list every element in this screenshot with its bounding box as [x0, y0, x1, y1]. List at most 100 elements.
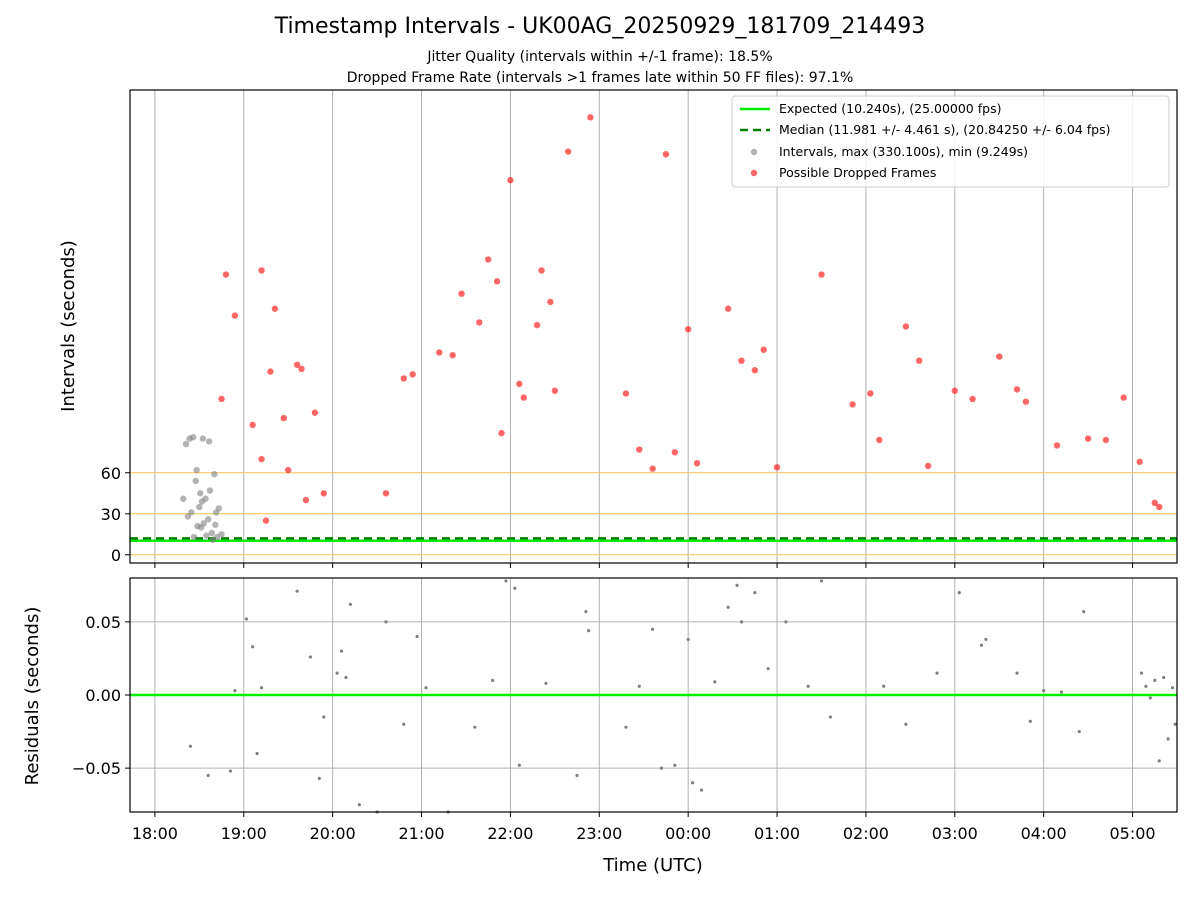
dropped-frame-point: [1084, 435, 1092, 442]
residual-point: [339, 649, 344, 653]
residual-point: [713, 680, 717, 684]
dropped-frame-point: [724, 305, 732, 312]
legend-median-label: Median (11.981 +/- 4.461 s), (20.84250 +…: [779, 122, 1110, 137]
residual-point: [624, 725, 628, 729]
x-tick-label: 05:00: [1110, 824, 1156, 843]
residual-point: [699, 788, 704, 792]
residual-point: [317, 776, 321, 780]
residual-point: [228, 769, 233, 773]
dropped-frame-point: [222, 271, 230, 278]
residual-point: [1082, 610, 1086, 614]
residual-point: [979, 643, 984, 647]
residual-point: [348, 602, 353, 606]
dropped-frame-point: [1102, 436, 1110, 444]
residual-point: [402, 722, 406, 726]
residual-point: [904, 722, 908, 726]
residual-point: [357, 803, 361, 807]
residual-point: [513, 586, 517, 590]
dropped-frame-point: [400, 375, 407, 382]
dropped-frame-point: [818, 271, 825, 278]
residual-point: [335, 671, 339, 675]
residual-point: [1042, 689, 1046, 693]
residual-point: [473, 725, 477, 729]
residual-point: [188, 744, 193, 748]
interval-point: [196, 503, 203, 511]
residual-point: [1157, 759, 1161, 763]
dropped-frame-point: [449, 352, 456, 359]
dropped-frame-point: [636, 446, 643, 453]
dropped-frame-point: [533, 321, 541, 329]
dropped-frame-point: [382, 490, 390, 497]
residual-point: [651, 627, 655, 631]
residual-point: [259, 686, 264, 690]
residual-point: [295, 589, 299, 593]
residual-point: [1015, 671, 1019, 675]
interval-point: [208, 529, 215, 537]
dropped-frame-point: [996, 353, 1003, 360]
interval-point: [180, 495, 187, 502]
residual-point: [384, 620, 388, 624]
dropped-frame-point: [231, 312, 239, 319]
residual-point: [251, 645, 255, 649]
intervals-plot-frame: [129, 89, 1178, 564]
residual-point: [1139, 671, 1144, 675]
dropped-frame-point: [311, 409, 319, 416]
dropped-frame-point: [1151, 499, 1158, 507]
residuals-panel: 18:00 19:00 20:00 21:00 22:00 23:00 00:00 01:00…: [22, 577, 1178, 876]
x-tick-label: 21:00: [398, 824, 444, 843]
residual-point: [415, 634, 419, 639]
interval-point: [203, 532, 210, 539]
residual-point: [673, 763, 677, 767]
residual-point: [1028, 719, 1032, 723]
legend-expected-label: Expected (10.240s), (25.00000 fps): [779, 101, 1001, 116]
interval-point: [200, 520, 207, 527]
intervals-y-tick-label: 0: [111, 546, 121, 565]
residual-point: [882, 684, 886, 688]
jitter-quality-subtitle: Jitter Quality (intervals within +/-1 fr…: [427, 49, 773, 65]
residual-point: [828, 715, 832, 719]
x-tick-label: 20:00: [310, 824, 356, 843]
interval-point: [212, 521, 219, 528]
residual-point: [322, 715, 326, 719]
dropped-frame-point: [285, 466, 292, 474]
interval-point: [202, 495, 209, 502]
dropped-frame-point: [262, 517, 270, 524]
residual-point: [1148, 696, 1152, 700]
x-tick-label: 18:00: [132, 824, 178, 843]
interval-point: [197, 490, 204, 497]
dropped-frame-point: [622, 390, 630, 397]
dropped-frame-subtitle: Dropped Frame Rate (intervals >1 frames …: [346, 70, 854, 86]
interval-point: [192, 477, 199, 485]
interval-point: [188, 509, 195, 516]
dropped-frame-point: [1053, 442, 1061, 449]
legend-box: [731, 95, 1170, 188]
dropped-frame-point: [902, 323, 910, 330]
dropped-frame-point: [1156, 503, 1163, 511]
dropped-frame-point: [760, 346, 767, 353]
intervals-panel: 0 30 60 Intervals (seconds) Expected (10.2…: [58, 89, 1178, 568]
dropped-frame-point: [662, 151, 670, 158]
intervals-y-tick-label: 60: [101, 464, 121, 483]
residual-point: [491, 678, 495, 682]
x-tick-label: 22:00: [487, 824, 533, 843]
interval-point: [205, 516, 212, 523]
residual-point: [1173, 722, 1177, 726]
dropped-frame-point: [507, 177, 514, 184]
residuals-y-tick-label: −0.05: [72, 759, 121, 778]
dropped-frame-point: [484, 256, 492, 263]
interval-point: [193, 466, 200, 474]
dropped-frame-point: [493, 278, 501, 285]
dropped-frame-point: [218, 395, 225, 403]
dropped-frame-point: [751, 367, 759, 374]
residual-point: [308, 655, 313, 659]
dropped-frame-point: [476, 319, 483, 326]
x-tick-label: 19:00: [221, 824, 267, 843]
residual-point: [659, 766, 664, 770]
residual-point: [584, 610, 588, 614]
dropped-frame-point: [298, 365, 305, 373]
residual-point: [504, 579, 508, 583]
residual-point: [206, 773, 210, 778]
residual-point: [255, 751, 259, 756]
dropped-frame-point: [867, 390, 874, 397]
residual-point: [935, 671, 939, 675]
